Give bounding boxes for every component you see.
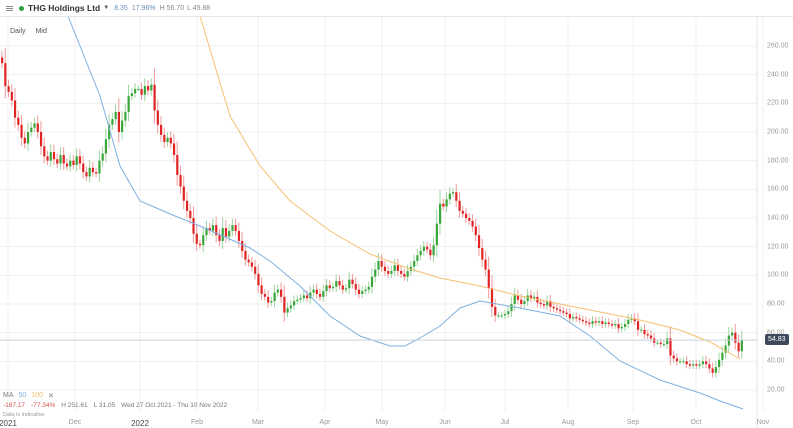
chevron-down-icon[interactable]: ▼ [103, 5, 110, 11]
chart-toolbar: Daily Mid [10, 28, 47, 35]
x-tick-label: 2022 [131, 419, 149, 428]
y-tick-label: 20.00 [767, 386, 785, 394]
y-tick-label: 80.00 [767, 300, 785, 308]
y-tick-label: 180.00 [767, 157, 789, 165]
y-tick-label: 100.00 [767, 271, 789, 279]
hamburger-menu-icon[interactable] [6, 5, 13, 11]
y-tick-label: 140.00 [767, 214, 789, 222]
perf-pct: -77.34% [31, 402, 56, 409]
ma-50-label[interactable]: 50 [18, 392, 27, 399]
x-tick-label: Mar [251, 419, 265, 426]
remove-indicator-icon[interactable]: ✕ [47, 393, 54, 400]
period-low: L 31.05 [93, 402, 116, 409]
interval-selector[interactable]: Daily [10, 28, 26, 35]
current-price-tag: 54.83 [765, 334, 789, 345]
disclaimer: Data is indicative [3, 412, 45, 418]
x-tick-label: Oct [690, 419, 702, 426]
price-change-pct: 17.96% [131, 4, 156, 12]
candlestick-chart[interactable] [0, 16, 793, 428]
instrument-header: THG Holdings Ltd ▼ 8.35 17.96% H 56.70 L… [0, 0, 793, 17]
market-status-icon [19, 5, 24, 11]
day-high: H 56.70 [159, 4, 185, 12]
x-tick-label: Dec [68, 419, 82, 426]
x-tick-label: Nov [756, 419, 770, 426]
ma-100-label[interactable]: 100 [31, 392, 43, 399]
date-range: Wed 27 Oct 2021 - Thu 10 Nov 2022 [121, 402, 228, 409]
x-tick-label: 2021 [0, 419, 17, 428]
y-tick-label: 60.00 [767, 329, 785, 337]
y-tick-label: 220.00 [767, 99, 789, 107]
period-high: H 251.61 [61, 402, 88, 409]
y-tick-label: 160.00 [767, 185, 789, 193]
x-tick-label: Feb [190, 419, 204, 426]
day-low: L 49.88 [187, 4, 211, 12]
y-tick-label: 40.00 [767, 357, 785, 365]
y-tick-label: 240.00 [767, 71, 789, 79]
x-tick-label: May [375, 419, 389, 426]
y-tick-label: 260.00 [767, 42, 789, 50]
ma-label: MA [3, 392, 14, 399]
x-tick-label: Sep [626, 419, 640, 426]
x-tick-label: Jun [439, 419, 451, 426]
ma-legend: MA 50 100 ✕ [3, 392, 54, 400]
y-tick-label: 200.00 [767, 128, 789, 136]
y-tick-label: 120.00 [767, 243, 789, 251]
price-type-selector[interactable]: Mid [35, 28, 47, 35]
x-tick-label: Apr [319, 419, 331, 426]
x-tick-label: Jul [500, 419, 510, 426]
instrument-name[interactable]: THG Holdings Ltd [28, 3, 101, 13]
perf-abs: -187.17 [3, 402, 26, 409]
period-performance: -187.17 -77.34% H 251.61 L 31.05 Wed 27 … [3, 402, 227, 409]
price-change: 8.35 [114, 4, 128, 12]
x-tick-label: Aug [561, 419, 575, 426]
